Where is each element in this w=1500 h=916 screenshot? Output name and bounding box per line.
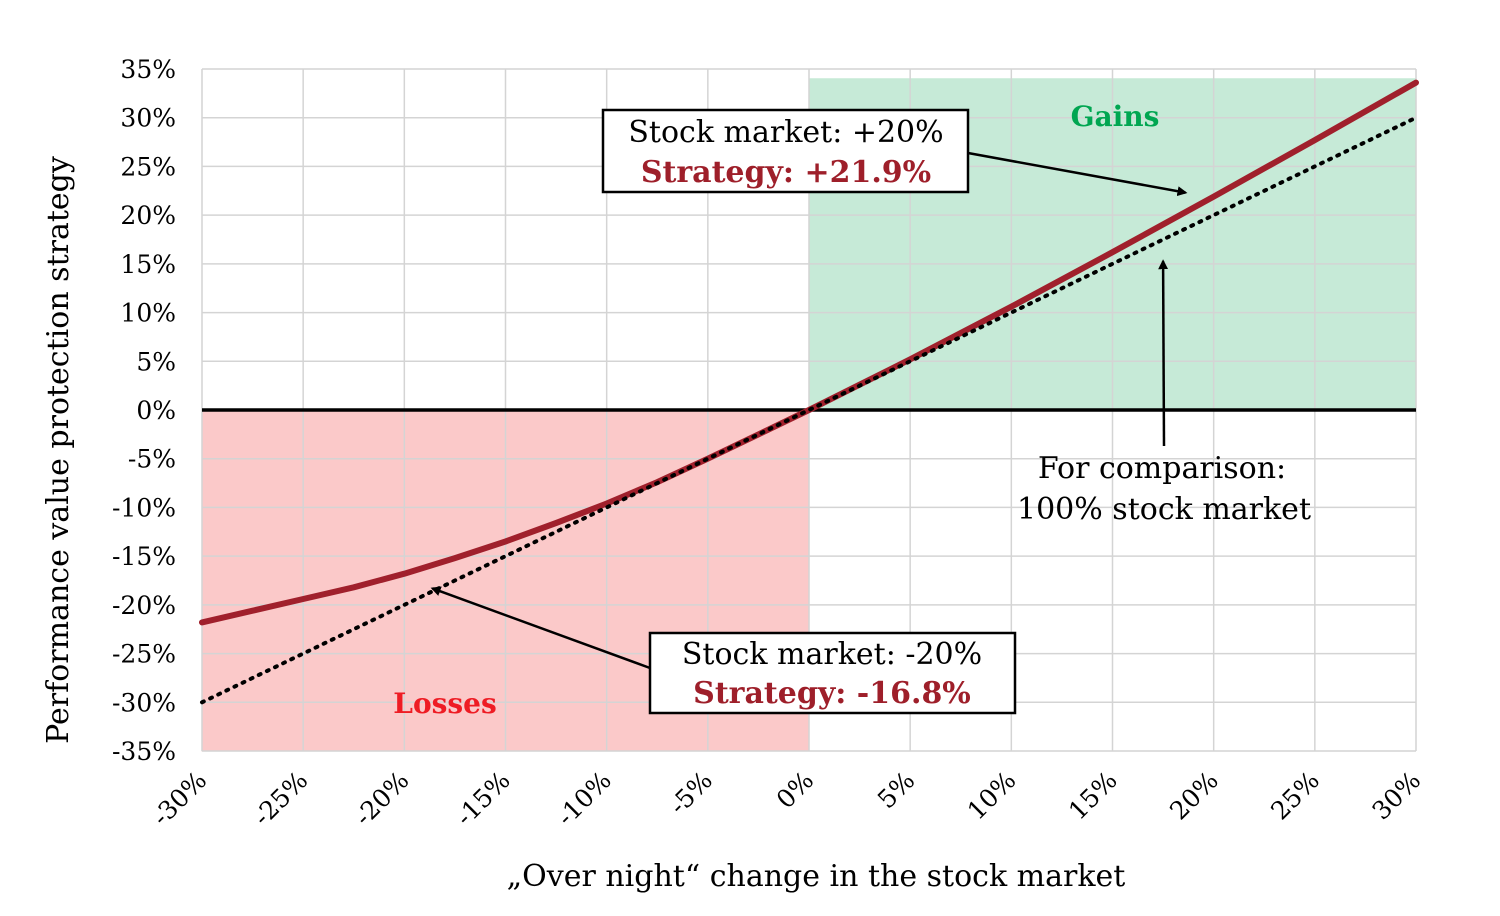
x-tick-label: -30% — [146, 766, 212, 832]
x-tick-label: 10% — [962, 766, 1022, 826]
x-tick-label: 30% — [1366, 766, 1426, 826]
y-tick-label: -20% — [112, 591, 176, 620]
annotation-loss-strategy-text: Strategy: -16.8% — [693, 676, 971, 711]
series-lines — [199, 79, 1419, 705]
x-tick-label: 20% — [1164, 766, 1224, 826]
y-tick-label: -15% — [112, 542, 176, 571]
comparison-text-line1: For comparison: — [1038, 451, 1286, 486]
y-tick-label: 30% — [120, 104, 176, 133]
y-tick-label: -25% — [112, 640, 176, 669]
region-labels: Gains Losses — [393, 100, 1159, 720]
annotation-box-gain — [601, 108, 970, 194]
y-tick-label: 5% — [136, 347, 176, 376]
x-tick-labels: -30% -25% -20% -15% -10% -5% 0% 5% 10% 15% 20% 25% 3… — [146, 766, 1426, 832]
x-tick-label: -5% — [664, 766, 719, 821]
annotation-gain-market-text: Stock market: +20% — [628, 115, 943, 150]
losses-label: Losses — [393, 687, 496, 720]
x-tick-label: -15% — [450, 766, 516, 832]
x-tick-label: 0% — [771, 766, 820, 815]
y-tick-label: 25% — [120, 152, 176, 181]
annotations: Stock market: +20% Strategy: +21.9% Stock … — [430, 108, 1311, 715]
annotation-gain-strategy-text: Strategy: +21.9% — [641, 155, 931, 190]
y-tick-label: -35% — [112, 737, 176, 766]
y-tick-label: 35% — [120, 55, 176, 84]
y-tick-label: 0% — [136, 396, 176, 425]
x-tick-label: -20% — [349, 766, 415, 832]
annotation-box-loss — [648, 631, 1017, 715]
x-tick-label: 25% — [1265, 766, 1325, 826]
annotation-loss-market-text: Stock market: -20% — [682, 637, 982, 672]
stock-market-line — [200, 115, 1418, 705]
annotation-gain-arrow — [967, 151, 1188, 197]
x-axis-title: „Over night“ change in the stock market — [507, 859, 1126, 894]
y-tick-label: -10% — [112, 493, 176, 522]
y-axis-title: Performance value protection strategy — [41, 156, 76, 744]
annotation-loss-arrow — [430, 586, 651, 670]
y-tick-label: 10% — [120, 299, 176, 328]
y-tick-labels: 35% 30% 25% 20% 15% 10% 5% 0% -5% -10% -15% -20% -25… — [112, 55, 176, 766]
x-tick-label: 5% — [872, 766, 921, 815]
y-tick-label: -30% — [112, 688, 176, 717]
gains-label: Gains — [1071, 100, 1160, 133]
x-tick-label: -10% — [551, 766, 617, 832]
comparison-arrow — [1158, 259, 1169, 447]
y-tick-label: 20% — [120, 201, 176, 230]
x-tick-label: 15% — [1063, 766, 1123, 826]
comparison-text-line2: 100% stock market — [1017, 492, 1311, 527]
y-tick-label: -5% — [128, 445, 176, 474]
x-tick-label: -25% — [248, 766, 314, 832]
y-tick-label: 15% — [120, 250, 176, 279]
